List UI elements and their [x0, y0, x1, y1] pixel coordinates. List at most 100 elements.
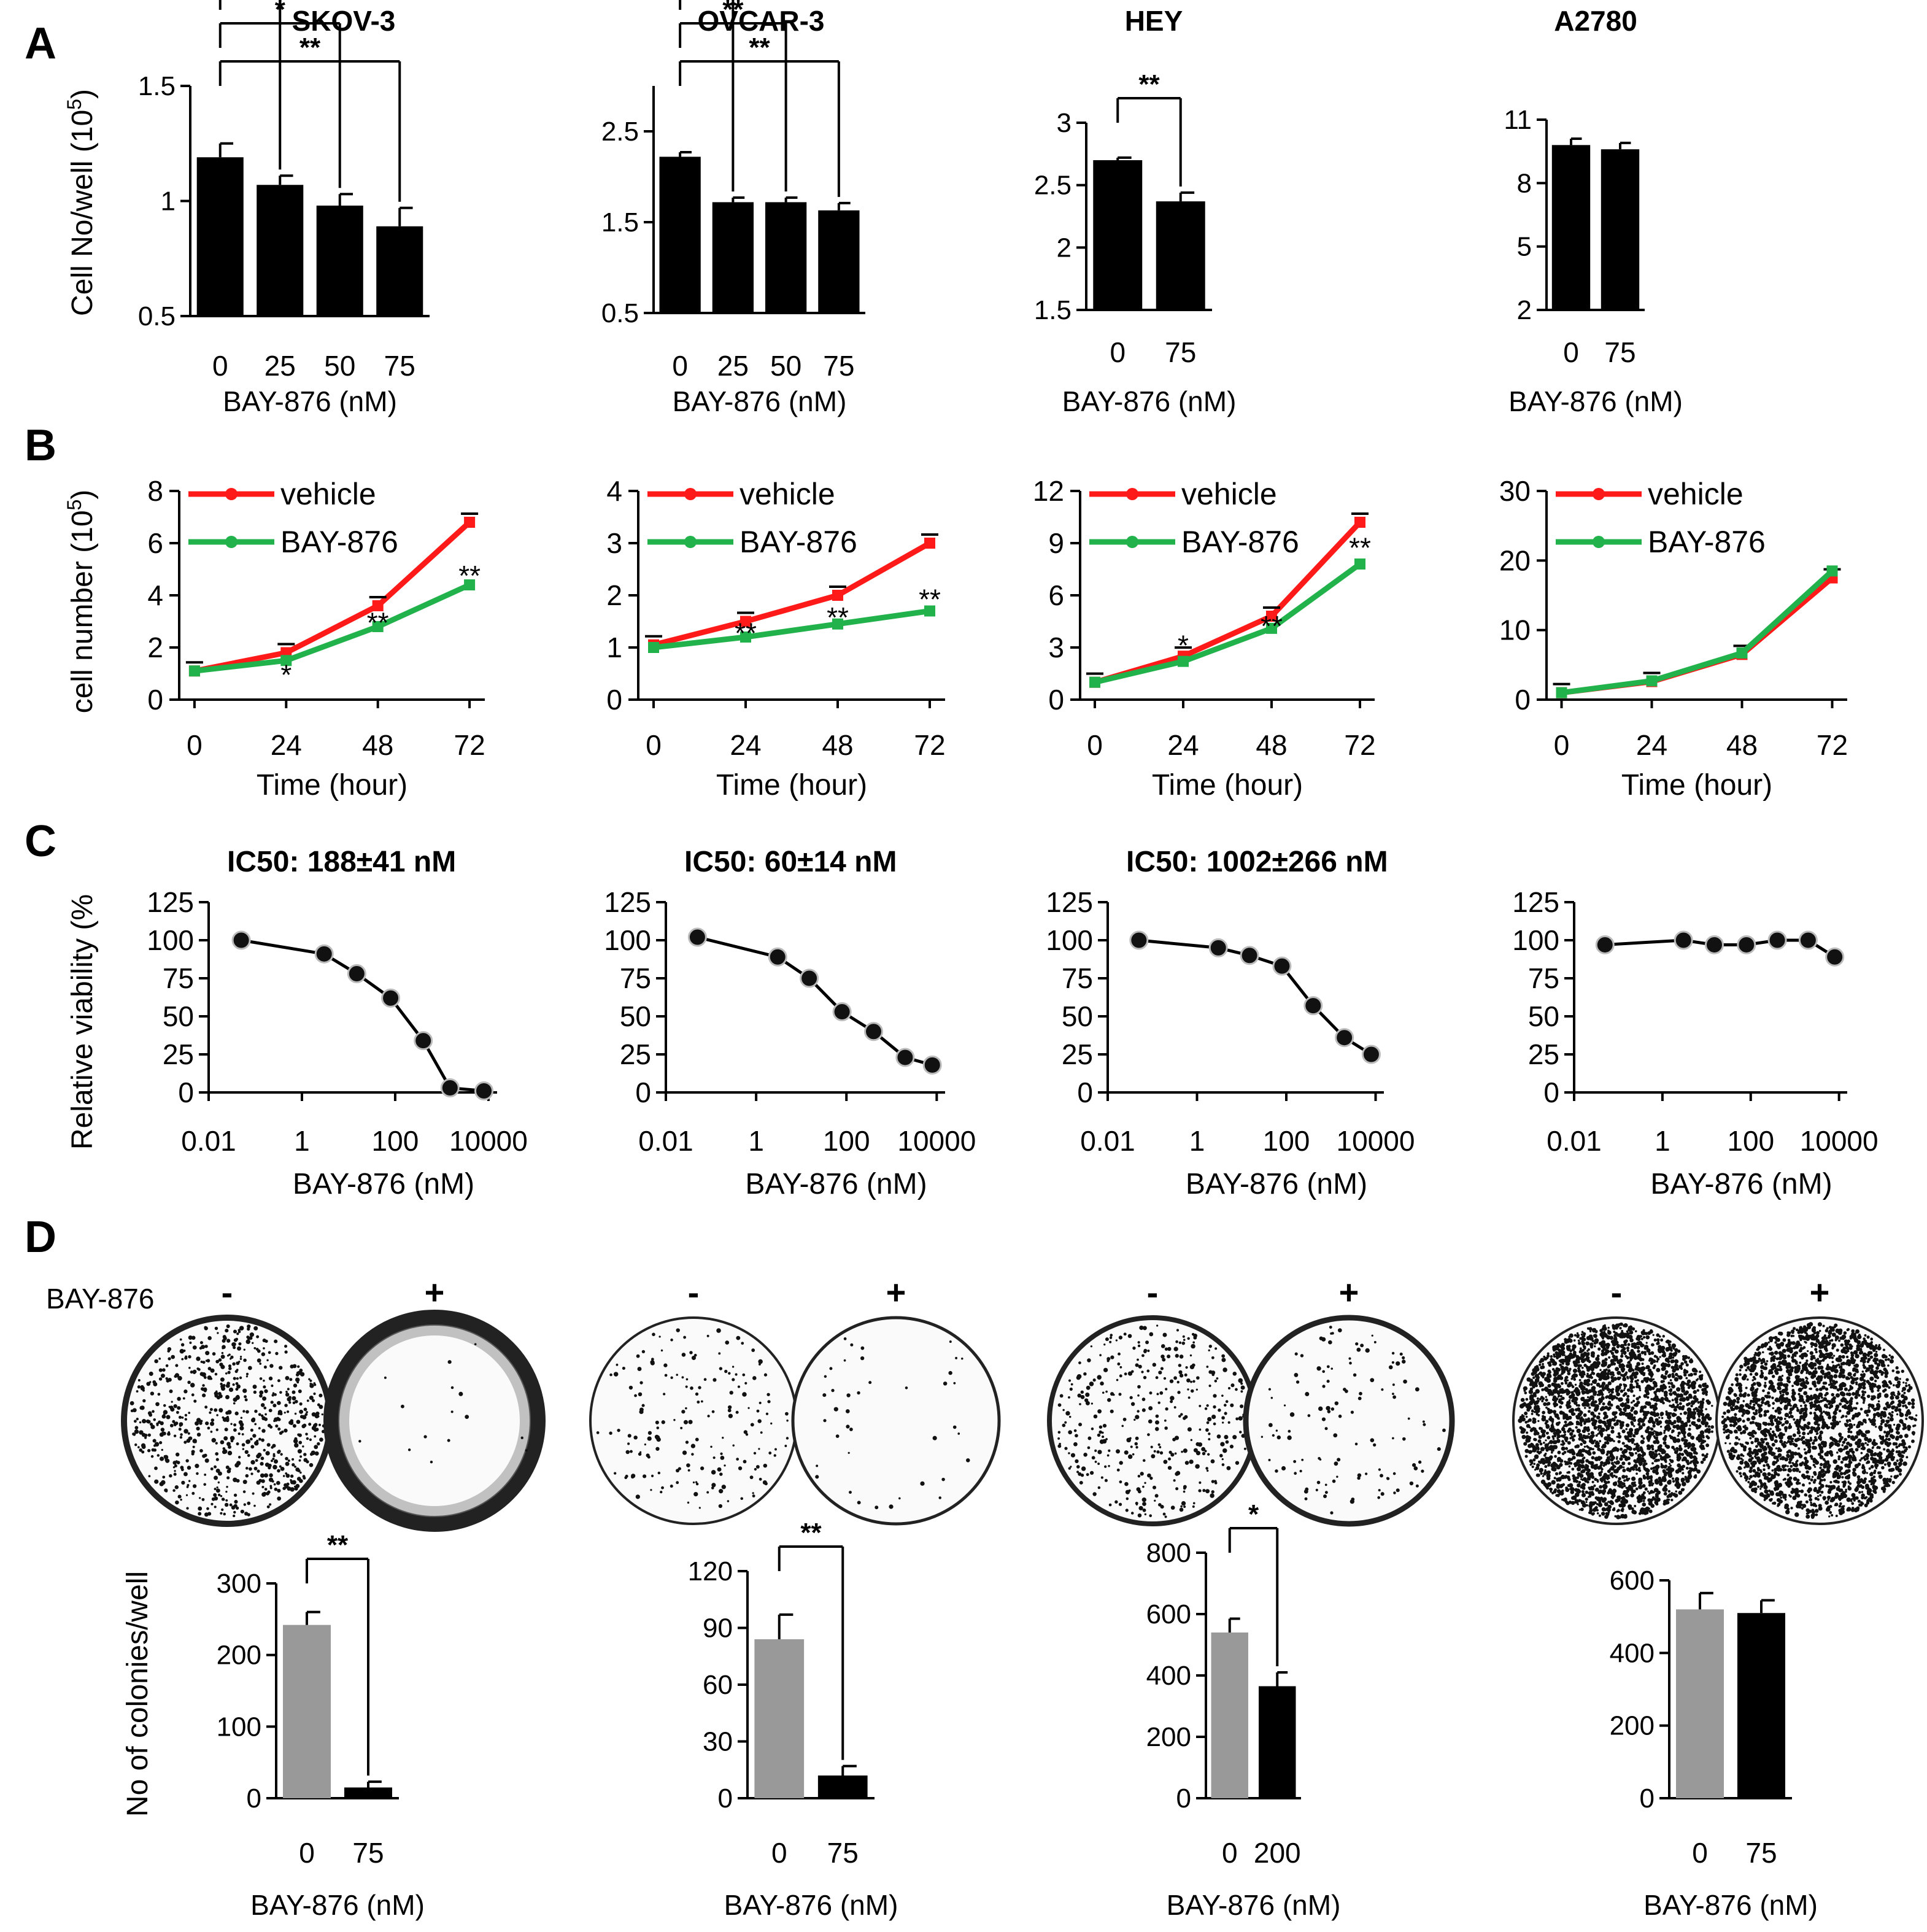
- colony-dot: [1165, 1407, 1168, 1411]
- data-point: [924, 605, 935, 617]
- colony-dot: [1648, 1369, 1652, 1372]
- colony-dot: [1605, 1345, 1610, 1350]
- colony-dot: [1126, 1497, 1129, 1501]
- colony-dot: [1539, 1442, 1543, 1446]
- colony-dot: [661, 1486, 664, 1490]
- colony-dot: [1540, 1396, 1544, 1399]
- colony-dot: [1629, 1359, 1632, 1362]
- colony-dot: [1092, 1492, 1097, 1496]
- colony-dot: [752, 1494, 755, 1497]
- colony-dot: [1175, 1472, 1179, 1476]
- colony-dot: [1529, 1463, 1532, 1466]
- x-tick-label: 1: [748, 1125, 764, 1157]
- colony-dot: [1294, 1352, 1298, 1356]
- colony-dot: [1403, 1379, 1407, 1384]
- colony-dot: [1639, 1335, 1642, 1339]
- colony-dot: [1650, 1351, 1655, 1355]
- colony-dot: [139, 1421, 142, 1424]
- colony-dot: [1887, 1437, 1891, 1442]
- colony-dot: [1681, 1438, 1685, 1442]
- colony-dot: [1710, 1430, 1714, 1433]
- colony-dot: [1549, 1417, 1553, 1422]
- colony-dot: [1615, 1388, 1620, 1393]
- colony-dot: [1103, 1367, 1108, 1372]
- colony-dot: [1597, 1429, 1600, 1431]
- colony-dot: [210, 1467, 214, 1470]
- colony-dot: [1159, 1446, 1162, 1448]
- x-tick-label: 10000: [449, 1125, 528, 1157]
- colony-dot: [233, 1423, 237, 1427]
- colony-dot: [1143, 1375, 1147, 1380]
- colony-dot: [1693, 1467, 1697, 1471]
- colony-dot: [1784, 1421, 1788, 1424]
- colony-dot: [1767, 1422, 1771, 1426]
- colony-dot: [1610, 1375, 1614, 1380]
- colony-dot: [1099, 1425, 1103, 1429]
- colony-dot: [253, 1466, 258, 1470]
- colony-dot: [1190, 1439, 1193, 1442]
- data-point: [1272, 956, 1292, 976]
- colony-dot: [1679, 1428, 1682, 1430]
- colony-dot: [196, 1432, 201, 1437]
- colony-dot: [286, 1410, 290, 1413]
- colony-dot: [1162, 1512, 1166, 1516]
- colony-dot: [1609, 1335, 1614, 1340]
- colony-dot: [1621, 1507, 1624, 1511]
- dose-response-line: [241, 938, 484, 1093]
- colony-dot: [1086, 1473, 1089, 1477]
- colony-dot: [1087, 1446, 1091, 1450]
- colony-dot: [1642, 1499, 1645, 1502]
- colony-dot: [1685, 1443, 1689, 1448]
- colony-dot: [1604, 1502, 1608, 1507]
- colony-dot: [955, 1356, 958, 1359]
- colony-dot: [1616, 1456, 1618, 1458]
- colony-dot: [1650, 1444, 1655, 1449]
- colony-dot: [1633, 1404, 1637, 1407]
- colony-dot: [1622, 1442, 1625, 1445]
- colony-dot: [759, 1401, 762, 1405]
- colony-dot: [1149, 1332, 1154, 1337]
- colony-dot: [643, 1474, 647, 1478]
- colony-dot: [1235, 1388, 1238, 1391]
- colony-dot: [1671, 1445, 1675, 1450]
- colony-dot: [703, 1378, 707, 1381]
- dose-response-line: [697, 935, 933, 1067]
- colony-dot: [1675, 1405, 1679, 1408]
- colony-dot: [1230, 1403, 1234, 1407]
- colony-dot: [1542, 1362, 1544, 1366]
- colony-dot: [272, 1455, 276, 1458]
- colony-dot: [686, 1463, 690, 1467]
- colony-dot: [207, 1375, 212, 1380]
- colony-dot: [214, 1505, 217, 1509]
- colony-dot: [218, 1358, 222, 1362]
- colony-dot: [1586, 1382, 1591, 1387]
- colony-dot: [1528, 1405, 1532, 1410]
- colony-dot: [760, 1431, 763, 1434]
- colony-dot: [1604, 1441, 1607, 1445]
- colony-dot: [1304, 1497, 1308, 1501]
- significance-label: *: [280, 659, 292, 691]
- colony-dot: [1569, 1432, 1574, 1436]
- colony-dot: [1558, 1350, 1562, 1355]
- colony-dot: [269, 1473, 273, 1478]
- colony-dot: [1402, 1437, 1406, 1441]
- colony-dot: [774, 1448, 777, 1451]
- colony-dot: [1610, 1351, 1615, 1355]
- colony-dot: [1556, 1431, 1560, 1435]
- colony-dot: [1636, 1367, 1641, 1371]
- colony-dot: [1211, 1480, 1215, 1483]
- colony-dot: [1632, 1447, 1636, 1451]
- colony-dot: [1125, 1509, 1129, 1512]
- colony-dot: [711, 1483, 716, 1488]
- colony-dot: [1685, 1377, 1688, 1380]
- colony-plate-2-plus: [1243, 1315, 1455, 1527]
- colony-dot: [732, 1366, 735, 1368]
- colony-dot: [196, 1418, 201, 1423]
- colony-dot: [1115, 1339, 1118, 1342]
- colony-dot: [240, 1416, 243, 1419]
- colony-dot: [1883, 1431, 1886, 1434]
- colony-dot: [247, 1513, 250, 1517]
- colony-dot: [1152, 1362, 1156, 1367]
- colony-dot: [1623, 1479, 1626, 1482]
- colony-dot: [1589, 1447, 1593, 1451]
